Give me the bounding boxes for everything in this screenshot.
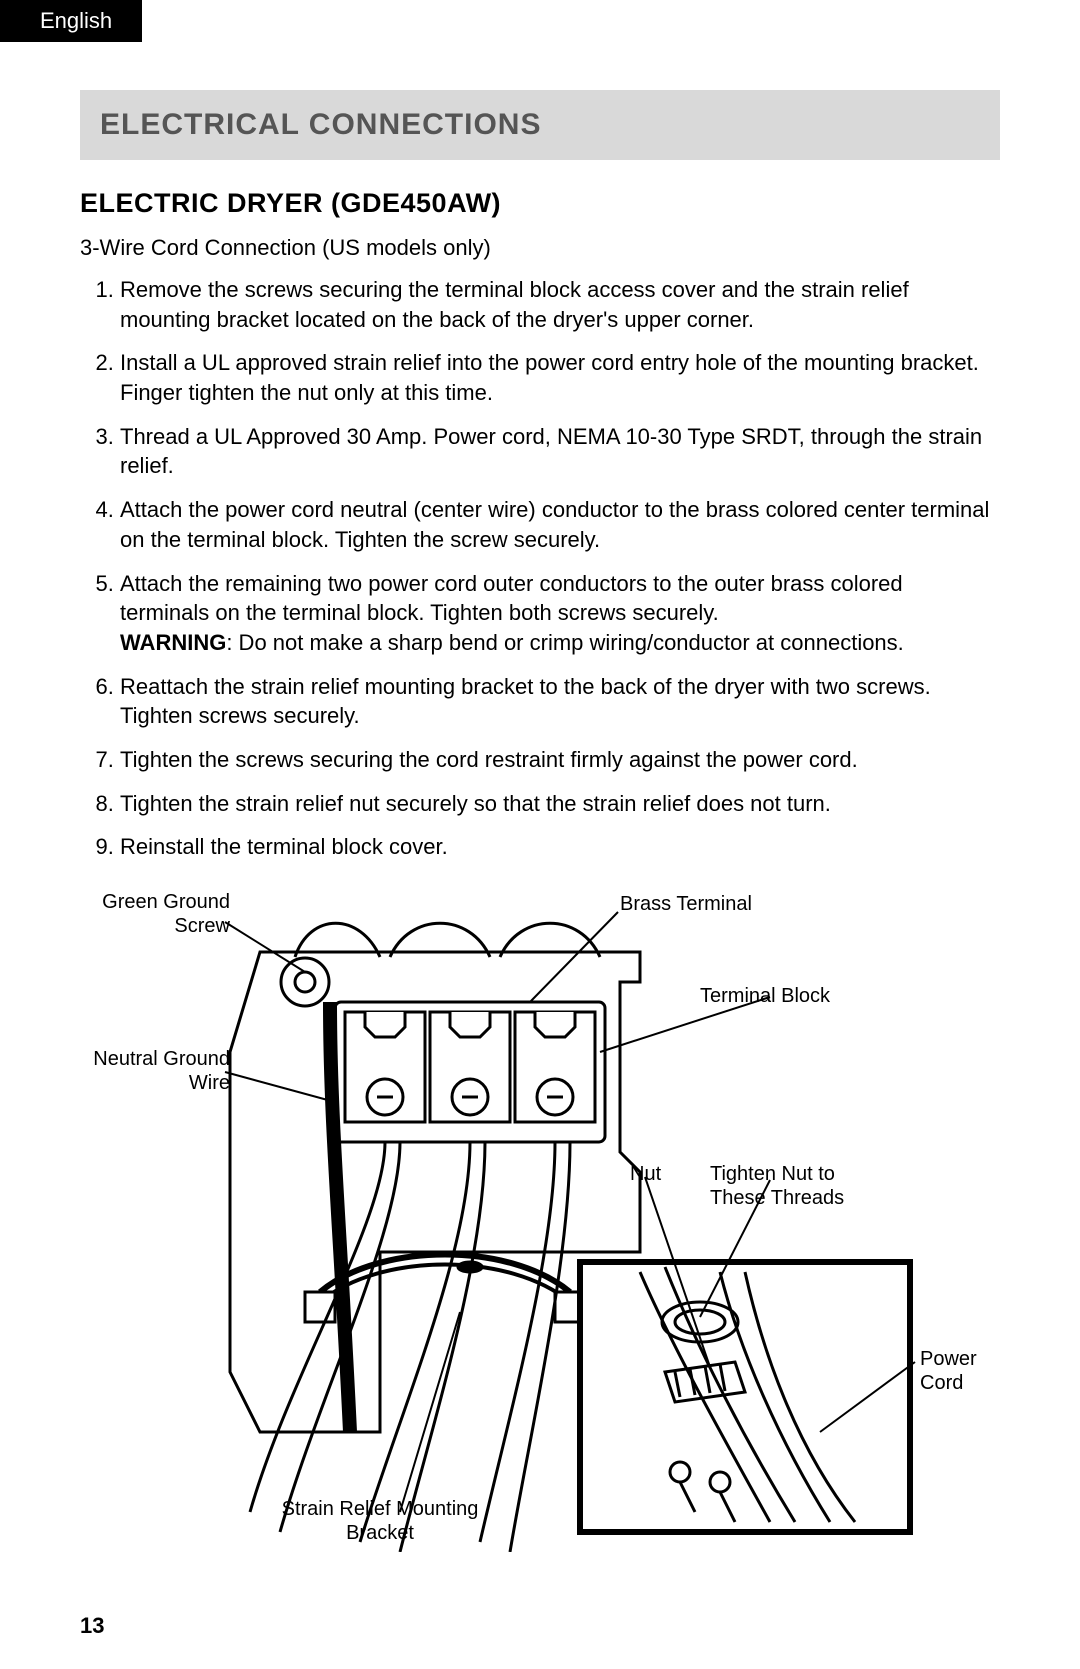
step-8: Tighten the strain relief nut securely s… (120, 789, 1000, 819)
label-tighten-nut: Tighten Nut to These Threads (710, 1162, 880, 1210)
step-6: Reattach the strain relief mounting brac… (120, 672, 1000, 731)
steps-list: Remove the screws securing the terminal … (80, 275, 1000, 862)
step-4: Attach the power cord neutral (center wi… (120, 495, 1000, 554)
wiring-diagram: Green Ground Screw Neutral Ground Wire B… (80, 872, 1000, 1552)
intro-line: 3-Wire Cord Connection (US models only) (80, 235, 1000, 261)
label-neutral-ground-wire: Neutral Ground Wire (70, 1047, 230, 1095)
language-tab: English (0, 0, 142, 42)
step-5: Attach the remaining two power cord oute… (120, 569, 1000, 658)
section-header: ELECTRICAL CONNECTIONS (80, 90, 1000, 160)
step-7: Tighten the screws securing the cord res… (120, 745, 1000, 775)
step-3: Thread a UL Approved 30 Amp. Power cord,… (120, 422, 1000, 481)
label-nut: Nut (630, 1162, 661, 1186)
diagram-svg (80, 872, 1000, 1552)
warning-text: : Do not make a sharp bend or crimp wiri… (226, 630, 903, 655)
step-5-text: Attach the remaining two power cord oute… (120, 571, 903, 626)
label-power-cord: Power Cord (920, 1347, 1000, 1395)
label-brass-terminal: Brass Terminal (620, 892, 752, 916)
step-1: Remove the screws securing the terminal … (120, 275, 1000, 334)
step-2: Install a UL approved strain relief into… (120, 348, 1000, 407)
subsection-header: ELECTRIC DRYER (GDE450AW) (80, 188, 1000, 219)
label-green-ground-screw: Green Ground Screw (70, 890, 230, 938)
label-terminal-block: Terminal Block (700, 984, 830, 1008)
page-number: 13 (80, 1613, 104, 1639)
label-strain-relief: Strain Relief Mounting Bracket (280, 1497, 480, 1545)
warning-label: WARNING (120, 630, 226, 655)
step-9: Reinstall the terminal block cover. (120, 832, 1000, 862)
